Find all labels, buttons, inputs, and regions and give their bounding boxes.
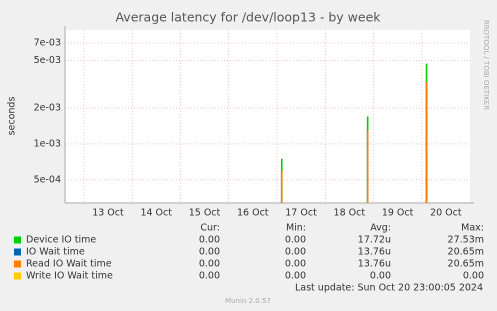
y-tick-label: 7e-03	[34, 38, 61, 49]
x-tick-label: 16 Oct	[237, 208, 269, 219]
legend-value: 0.00	[199, 235, 220, 246]
legend-swatch	[14, 260, 21, 268]
plot-area	[65, 30, 470, 203]
legend-value: 20.65m	[448, 247, 484, 258]
y-tick-label: 1e-03	[34, 138, 61, 149]
legend-swatch	[14, 248, 21, 256]
legend-value: 20.65m	[448, 259, 484, 270]
legend-entry: Read IO Wait time	[26, 259, 112, 270]
x-tick-label: 17 Oct	[285, 208, 317, 219]
legend-swatch	[14, 236, 21, 244]
legend-value: 0.00	[285, 271, 306, 282]
legend-value: 27.53m	[448, 235, 484, 246]
chart-title: Average latency for /dev/loop13 - by wee…	[115, 10, 381, 25]
last-update: Last update: Sun Oct 20 23:00:05 2024	[295, 283, 483, 294]
legend-value: 0.00	[285, 235, 306, 246]
legend-header: Cur:	[200, 223, 220, 234]
legend-value: 13.76u	[358, 259, 391, 270]
x-tick-label: 20 Oct	[430, 208, 462, 219]
legend-swatch	[14, 272, 21, 280]
y-tick-label: 5e-03	[34, 55, 61, 66]
legend-value: 13.76u	[358, 247, 391, 258]
legend-header: Min:	[286, 223, 306, 234]
legend-value: 0.00	[370, 271, 391, 282]
y-tick-label: 2e-03	[34, 102, 61, 113]
x-tick-label: 15 Oct	[189, 208, 221, 219]
legend-value: 0.00	[199, 271, 220, 282]
legend-value: 17.72u	[358, 235, 391, 246]
watermark: RRDTOOL / TOBI OETIKER	[482, 20, 490, 110]
x-tick-label: 18 Oct	[334, 208, 366, 219]
x-tick-label: 14 Oct	[140, 208, 172, 219]
footer: Munin 2.0.57	[225, 297, 271, 305]
x-tick-label: 19 Oct	[382, 208, 414, 219]
y-tick-label: 5e-04	[34, 174, 61, 185]
legend-entry: IO Wait time	[26, 247, 85, 258]
y-axis-label: seconds	[7, 97, 18, 136]
legend-value: 0.00	[199, 259, 220, 270]
legend-entry: Write IO Wait time	[26, 271, 113, 282]
legend-value: 0.00	[199, 247, 220, 258]
legend-value: 0.00	[463, 271, 484, 282]
x-tick-label: 13 Oct	[92, 208, 124, 219]
legend-entry: Device IO time	[26, 235, 96, 246]
legend-value: 0.00	[285, 247, 306, 258]
legend-header: Max:	[461, 223, 484, 234]
legend-value: 0.00	[285, 259, 306, 270]
legend-header: Avg:	[370, 223, 391, 234]
